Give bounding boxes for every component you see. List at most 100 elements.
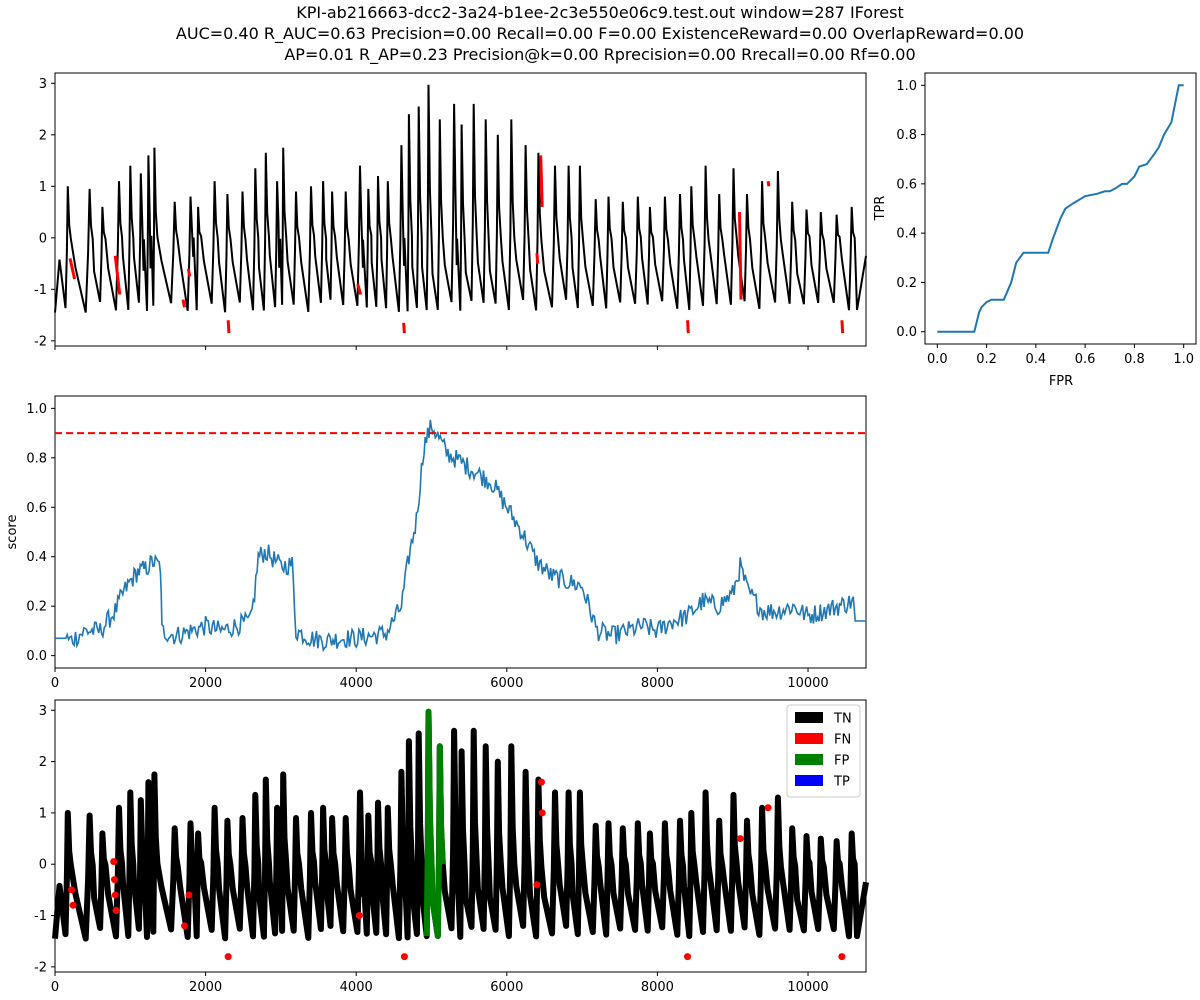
roc-ytick-label: 0.0 <box>896 325 917 340</box>
class-ytick-label: -2 <box>34 960 47 975</box>
class-xtick-label: 8000 <box>641 980 674 995</box>
score-xtick-label: 4000 <box>340 676 373 691</box>
signal-anomaly-segment <box>686 320 690 334</box>
class-xtick-label: 6000 <box>490 980 523 995</box>
class-fn-point <box>764 804 772 812</box>
class-legend-label-tn: TN <box>833 712 852 727</box>
roc-plot: FPR TPR 0.0 0.2 0.4 0.6 0.8 1.0 0.0 0.2 0.4 0.6 0.… <box>873 72 1197 389</box>
class-ytick-label: 1 <box>39 806 47 821</box>
class-fn-point <box>224 953 232 961</box>
signal-anomaly-segment <box>840 320 845 334</box>
roc-ytick-label: 1.0 <box>896 79 917 94</box>
signal-ytick-label: 2 <box>39 128 47 143</box>
signal-ytick-label: -2 <box>34 334 47 349</box>
roc-xtick-label: 0.4 <box>1026 352 1047 367</box>
class-fn-point <box>736 835 744 843</box>
class-legend: TN FN FP TP <box>786 704 861 798</box>
signal-frame <box>54 72 867 347</box>
figure-title-line-2: AUC=0.40 R_AUC=0.63 Precision=0.00 Recal… <box>176 24 1024 44</box>
score-ytick-label: 0.0 <box>26 649 47 664</box>
class-legend-label-fn: FN <box>834 733 851 748</box>
roc-ytick-label: 0.2 <box>896 276 917 291</box>
signal-plot: -2 -1 0 1 2 3 <box>34 72 867 350</box>
score-xtick-label: 10000 <box>787 676 828 691</box>
signal-anomaly-segment <box>181 299 186 308</box>
roc-ylabel: TPR <box>873 196 888 222</box>
class-fn-point <box>185 891 193 899</box>
class-legend-label-tp: TP <box>833 775 850 790</box>
classification-plot: 0 2000 4000 6000 8000 10000 -2 -1 0 1 2 3 TN FN FP TP <box>34 699 869 995</box>
class-ytick-label: -1 <box>34 909 47 924</box>
score-plot: score 0 2000 4000 6000 8000 10000 0.0 0.2 0.4 0.6… <box>5 395 867 691</box>
score-frame <box>54 395 867 669</box>
class-fn-point <box>112 906 120 914</box>
score-ytick-label: 0.4 <box>26 550 47 565</box>
signal-ytick-label: 0 <box>39 231 47 246</box>
score-ytick-label: 0.2 <box>26 600 47 615</box>
roc-ytick-label: 0.4 <box>896 227 917 242</box>
roc-xlabel: FPR <box>1049 374 1073 389</box>
signal-anomaly-segment <box>113 255 122 295</box>
class-fn-point <box>400 953 408 961</box>
class-legend-swatch-tn <box>795 712 823 723</box>
signal-anomaly-segment <box>356 283 363 295</box>
class-legend-frame <box>786 704 861 798</box>
score-ytick-label: 0.8 <box>26 451 47 466</box>
roc-xtick-label: 1.0 <box>1173 352 1194 367</box>
score-series-line <box>55 419 866 653</box>
class-ytick-label: 0 <box>39 858 47 873</box>
signal-anomaly-segment <box>186 268 192 277</box>
score-xtick-label: 8000 <box>641 676 674 691</box>
signal-anomaly-segment <box>737 212 743 300</box>
roc-xtick-label: 0.0 <box>927 352 948 367</box>
roc-curve-line <box>937 84 1184 333</box>
class-xtick-label: 10000 <box>787 980 828 995</box>
score-ylabel: score <box>5 515 20 550</box>
class-fn-point <box>68 886 76 894</box>
roc-xtick-label: 0.2 <box>976 352 997 367</box>
signal-anomaly-segment <box>226 320 231 334</box>
class-fn-point <box>355 912 363 920</box>
signal-ytick-label: -1 <box>34 283 47 298</box>
class-fn-point <box>69 901 77 909</box>
roc-xtick-label: 0.8 <box>1124 352 1145 367</box>
class-xtick-label: 4000 <box>340 980 373 995</box>
class-fn-point <box>838 953 846 961</box>
score-ytick-label: 0.6 <box>26 501 47 516</box>
class-tn-points <box>52 708 869 942</box>
roc-ytick-label: 0.6 <box>896 177 917 192</box>
signal-anomaly-segment <box>766 180 771 187</box>
roc-ytick-label: 0.8 <box>896 128 917 143</box>
signal-anomaly-segment <box>535 253 540 264</box>
class-legend-swatch-tp <box>795 775 823 786</box>
class-frame <box>54 699 867 973</box>
class-ytick-label: 3 <box>39 704 47 719</box>
class-fp-points <box>423 708 446 939</box>
signal-ytick-label: 1 <box>39 180 47 195</box>
class-fn-point <box>110 876 118 884</box>
signal-anomaly-segment <box>402 322 406 334</box>
roc-xtick-label: 0.6 <box>1075 352 1096 367</box>
score-xtick-label: 2000 <box>189 676 222 691</box>
class-fn-point <box>111 891 119 899</box>
signal-anomaly-segment <box>539 155 544 207</box>
class-xtick-label: 0 <box>51 980 59 995</box>
score-ytick-label: 1.0 <box>26 402 47 417</box>
class-fn-point <box>181 922 189 930</box>
class-xtick-label: 2000 <box>189 980 222 995</box>
figure-title-line-3: AP=0.01 R_AP=0.23 Precision@k=0.00 Rprec… <box>284 45 915 65</box>
class-fn-point <box>537 778 545 786</box>
class-legend-swatch-fp <box>795 754 823 765</box>
class-ytick-label: 2 <box>39 755 47 770</box>
signal-anomaly-segment <box>68 258 77 280</box>
roc-frame <box>924 72 1197 345</box>
signal-series-line <box>54 84 867 313</box>
class-fn-point <box>533 881 541 889</box>
class-fn-point <box>110 858 118 866</box>
figure-title-line-1: KPI-ab216663-dcc2-3a24-b1ee-2c3e550e06c9… <box>296 3 904 22</box>
class-legend-swatch-fn <box>795 733 823 744</box>
score-xtick-label: 0 <box>51 676 59 691</box>
class-fn-point <box>684 953 692 961</box>
class-fn-point <box>538 809 546 817</box>
